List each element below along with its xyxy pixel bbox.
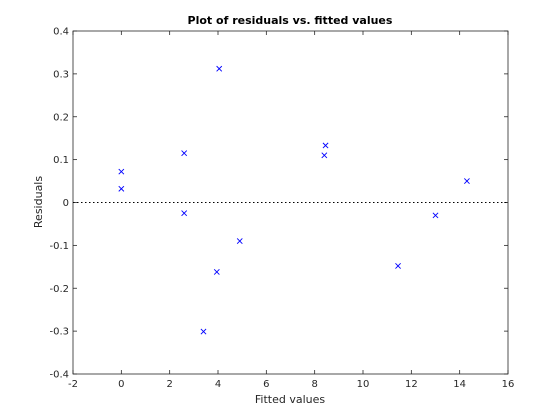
x-tick-label: 6: [263, 379, 269, 390]
y-tick-label: -0.2: [49, 284, 69, 295]
y-tick-label: -0.3: [49, 327, 69, 338]
y-tick-label: 0.3: [53, 69, 69, 80]
y-axis: -0.4 -0.3 -0.2 -0.1 0 0.1 0.2 0.3 0.4: [49, 27, 508, 381]
residual-point: [321, 152, 328, 159]
x-tick-label: 8: [311, 379, 317, 390]
chart-title: Plot of residuals vs. fitted values: [188, 14, 393, 27]
residual-point: [181, 210, 188, 217]
x-tick-label: 2: [166, 379, 172, 390]
x-axis-label: Fitted values: [255, 393, 326, 406]
y-tick-label: 0.2: [53, 112, 69, 123]
residual-point: [463, 178, 470, 184]
x-tick-label: 4: [215, 379, 221, 390]
y-tick-label: 0.1: [53, 155, 69, 166]
y-tick-label: 0: [63, 198, 69, 209]
x-tick-label: 14: [453, 379, 466, 390]
residual-point: [200, 328, 207, 335]
y-tick-label: -0.4: [49, 370, 69, 381]
residual-point: [118, 168, 125, 175]
residual-point: [432, 212, 439, 219]
residual-point: [181, 150, 188, 157]
x-tick-label: 10: [357, 379, 370, 390]
residual-point: [216, 65, 223, 72]
x-axis: -2 0 2 4 6 8 10 12 14 16: [68, 31, 514, 390]
x-tick-label: 0: [118, 379, 124, 390]
x-tick-label: 16: [502, 379, 515, 390]
residual-markers: [118, 65, 470, 335]
y-axis-label: Residuals: [32, 176, 45, 228]
y-tick-label: 0.4: [53, 27, 69, 38]
x-tick-label: 12: [405, 379, 418, 390]
residual-point: [118, 185, 125, 192]
residual-point: [395, 263, 401, 269]
residual-point: [213, 269, 220, 275]
residual-point: [236, 238, 243, 245]
residual-point: [322, 142, 329, 149]
x-tick-label: -2: [68, 379, 78, 390]
y-tick-label: -0.1: [49, 241, 69, 252]
